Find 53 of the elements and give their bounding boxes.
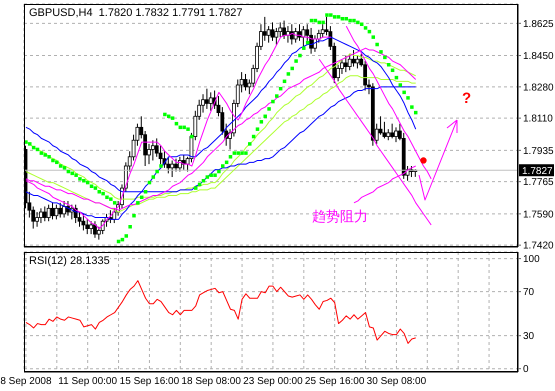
y-tick-label: 1.8450 bbox=[523, 51, 554, 62]
candlestick bbox=[270, 22, 274, 42]
y-tick-label: 1.7935 bbox=[523, 146, 554, 157]
candlestick bbox=[286, 26, 290, 44]
y-tick-label: 1.7765 bbox=[523, 177, 554, 188]
x-tick-label: 23 Sep 00:00 bbox=[243, 376, 304, 387]
candlestick bbox=[352, 50, 356, 68]
candlestick bbox=[390, 123, 394, 139]
line-series bbox=[25, 280, 416, 344]
candlestick bbox=[58, 202, 62, 218]
annotation: ? bbox=[462, 90, 472, 107]
chart-title: RSI(12) 28.1335 bbox=[29, 255, 110, 267]
candlestick bbox=[208, 92, 213, 112]
line-series bbox=[353, 166, 416, 204]
candlestick bbox=[62, 200, 66, 218]
y-tick-label: 100 bbox=[523, 254, 540, 266]
candlestick bbox=[54, 204, 58, 220]
y-tick-label: 30 bbox=[523, 331, 535, 342]
candlestick bbox=[46, 204, 51, 222]
ref-line-label: 1.7827 bbox=[522, 166, 554, 178]
candlestick bbox=[204, 88, 209, 110]
candlestick bbox=[89, 220, 94, 235]
candlestick bbox=[39, 208, 43, 224]
annotation: 趋势阻力 bbox=[312, 208, 368, 226]
x-tick-label: 25 Sep 16:00 bbox=[304, 376, 365, 387]
candlestick bbox=[93, 220, 97, 238]
y-tick-label: 1.7590 bbox=[523, 209, 554, 220]
candlestick bbox=[150, 140, 155, 161]
y-tick-label: 1.8625 bbox=[523, 18, 554, 30]
candlestick bbox=[50, 202, 54, 220]
candlestick bbox=[344, 55, 348, 73]
candlestick bbox=[35, 212, 39, 228]
y-tick-label: 1.8110 bbox=[523, 114, 554, 125]
candlestick bbox=[386, 128, 390, 141]
x-tick-label: 8 Sep 2008 bbox=[0, 376, 52, 387]
candlestick bbox=[178, 156, 182, 172]
candlestick bbox=[81, 213, 86, 231]
candlestick bbox=[244, 73, 248, 92]
x-tick-label: 15 Sep 16:00 bbox=[120, 376, 180, 387]
candlestick bbox=[394, 126, 398, 143]
y-tick-label: 70 bbox=[523, 287, 535, 298]
candlestick bbox=[42, 206, 47, 222]
x-tick-label: 30 Sep 08:00 bbox=[366, 376, 427, 387]
x-tick-label: 11 Sep 00:00 bbox=[58, 376, 118, 387]
y-tick-label: 1.7420 bbox=[523, 240, 554, 252]
y-tick-label: 1.8280 bbox=[523, 82, 554, 94]
candlestick bbox=[356, 55, 360, 69]
chart-title: GBPUSD,H4 1.7820 1.7832 1.7791 1.7827 bbox=[29, 7, 242, 19]
x-tick-label: 18 Sep 08:00 bbox=[181, 376, 242, 387]
y-tick-label: 0 bbox=[523, 364, 529, 376]
candlestick bbox=[174, 158, 178, 172]
candlestick bbox=[348, 53, 352, 71]
candlestick bbox=[282, 20, 286, 40]
